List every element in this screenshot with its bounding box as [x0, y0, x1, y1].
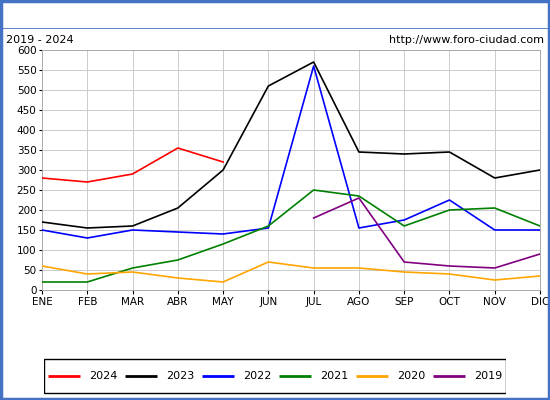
Text: http://www.foro-ciudad.com: http://www.foro-ciudad.com — [389, 35, 544, 45]
Text: 2019 - 2024: 2019 - 2024 — [6, 35, 73, 45]
Text: 2020: 2020 — [398, 371, 426, 381]
Text: Evolucion Nº Turistas Extranjeros en el municipio de Castillejo de Meslén: Evolucion Nº Turistas Extranjeros en el … — [47, 8, 503, 20]
Text: 2022: 2022 — [244, 371, 272, 381]
Text: 2021: 2021 — [321, 371, 349, 381]
Text: 2024: 2024 — [90, 371, 118, 381]
FancyBboxPatch shape — [44, 359, 506, 393]
Text: 2023: 2023 — [167, 371, 195, 381]
Text: 2019: 2019 — [475, 371, 503, 381]
